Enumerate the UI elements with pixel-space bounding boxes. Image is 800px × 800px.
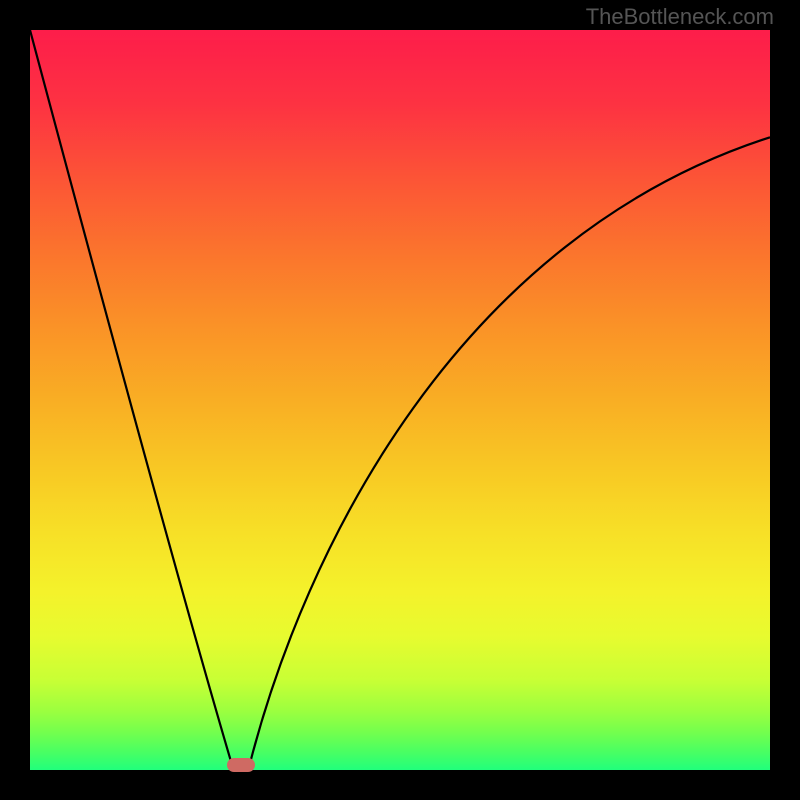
chart-container: TheBottleneck.com — [0, 0, 800, 800]
plot-area — [30, 30, 770, 770]
curve-right-branch — [248, 137, 770, 770]
curve-left-branch — [30, 30, 234, 770]
watermark-text: TheBottleneck.com — [586, 4, 774, 30]
minimum-marker — [227, 758, 255, 772]
curve-layer — [30, 30, 770, 770]
